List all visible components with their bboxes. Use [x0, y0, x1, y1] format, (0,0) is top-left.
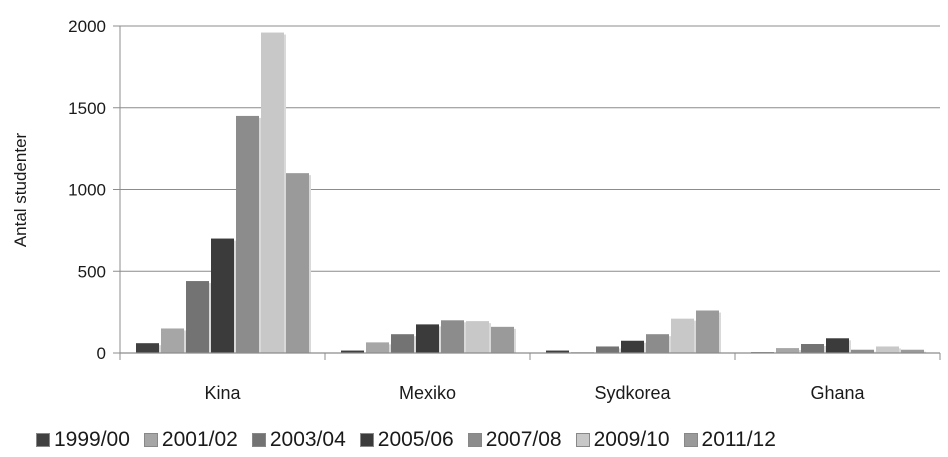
bar	[136, 343, 159, 353]
legend-swatch	[683, 433, 698, 447]
legend-item: 2011/12	[683, 428, 776, 452]
legend-label: 2009/10	[593, 428, 670, 451]
bar	[491, 326, 514, 353]
bar	[366, 342, 389, 353]
x-category-label: Sydkorea	[594, 383, 671, 403]
legend-label: 2001/02	[161, 428, 238, 451]
legend-item: 2003/04	[251, 428, 346, 452]
y-tick-label: 500	[78, 262, 106, 281]
legend-label: 2007/08	[485, 428, 562, 451]
bar	[671, 318, 694, 353]
legend-label: 2005/06	[377, 428, 454, 451]
legend-item: 1999/00	[36, 428, 130, 452]
bar	[466, 321, 489, 353]
legend-swatch	[36, 433, 50, 447]
bar	[621, 340, 644, 353]
legend-item: 2009/10	[575, 428, 670, 452]
y-tick-label: 1500	[68, 99, 106, 118]
bars	[136, 32, 926, 353]
legend-label: 1999/00	[54, 428, 130, 451]
y-tick-label: 2000	[68, 17, 106, 36]
legend-swatch	[575, 433, 590, 447]
legend-label: 2011/12	[701, 428, 776, 451]
bar	[186, 281, 209, 353]
legend-item: 2005/06	[359, 428, 454, 452]
y-axis-title: Antal studenter	[11, 132, 30, 247]
bar	[901, 349, 924, 353]
bar	[851, 349, 874, 353]
y-tick-label: 0	[97, 344, 106, 363]
bar	[261, 32, 284, 353]
axes: 0 500 1000 1500 2000 Kina Mexiko Sydkorea Ghana	[68, 17, 941, 403]
bar	[801, 344, 824, 353]
legend-item: 2007/08	[467, 428, 562, 452]
legend-swatch	[359, 433, 374, 447]
bar	[826, 338, 849, 353]
x-category-label: Ghana	[810, 383, 865, 403]
bar	[696, 310, 719, 353]
bar	[596, 346, 619, 353]
y-tick-label: 1000	[68, 181, 106, 200]
bar	[286, 173, 309, 353]
bar	[391, 334, 414, 353]
x-category-label: Mexiko	[399, 383, 456, 403]
bar	[161, 328, 184, 353]
bar	[776, 348, 799, 353]
bar	[546, 350, 569, 353]
bar	[211, 238, 234, 353]
bar	[876, 346, 899, 353]
legend-swatch	[251, 433, 266, 447]
legend-item: 2001/02	[143, 428, 238, 452]
bar	[646, 334, 669, 353]
bar	[441, 320, 464, 353]
legend: 1999/00 2001/02 2003/04 2005/06 2007/08 2009/…	[36, 428, 936, 452]
legend-swatch	[467, 433, 482, 447]
bar	[236, 115, 259, 353]
x-category-label: Kina	[204, 383, 241, 403]
bar	[341, 350, 364, 353]
legend-swatch	[143, 433, 158, 447]
legend-label: 2003/04	[269, 428, 346, 451]
bar	[416, 324, 439, 353]
